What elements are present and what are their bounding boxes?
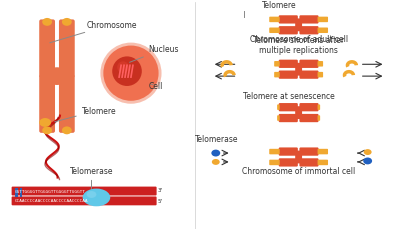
FancyBboxPatch shape — [318, 18, 328, 23]
Text: GGTTGGGGTTGGGGTTGGGGTTGGGTT: GGTTGGGGTTGGGGTTGGGGTTGGGTT — [14, 189, 86, 193]
FancyBboxPatch shape — [39, 75, 55, 133]
FancyBboxPatch shape — [59, 20, 75, 78]
FancyBboxPatch shape — [300, 148, 318, 156]
FancyBboxPatch shape — [274, 73, 280, 78]
FancyBboxPatch shape — [279, 27, 298, 35]
FancyBboxPatch shape — [318, 105, 320, 110]
Circle shape — [103, 46, 158, 101]
FancyBboxPatch shape — [279, 16, 298, 25]
Bar — [20, 188, 22, 198]
Text: Telomere: Telomere — [55, 106, 116, 122]
Ellipse shape — [86, 191, 96, 198]
Text: Telomerase: Telomerase — [195, 135, 238, 144]
FancyBboxPatch shape — [318, 28, 328, 34]
FancyBboxPatch shape — [318, 62, 323, 67]
FancyBboxPatch shape — [274, 62, 280, 67]
Ellipse shape — [211, 150, 220, 157]
FancyBboxPatch shape — [279, 71, 298, 79]
FancyBboxPatch shape — [279, 159, 298, 167]
Ellipse shape — [62, 19, 72, 27]
FancyBboxPatch shape — [300, 114, 318, 123]
Text: Chromosome of immortal cell: Chromosome of immortal cell — [242, 166, 355, 175]
Text: 5': 5' — [158, 199, 162, 204]
FancyBboxPatch shape — [300, 159, 318, 167]
FancyBboxPatch shape — [295, 107, 302, 120]
Ellipse shape — [42, 127, 52, 135]
FancyBboxPatch shape — [39, 20, 55, 78]
Ellipse shape — [39, 119, 51, 127]
FancyBboxPatch shape — [279, 60, 298, 69]
FancyBboxPatch shape — [269, 149, 280, 155]
FancyBboxPatch shape — [279, 114, 298, 123]
FancyBboxPatch shape — [300, 71, 318, 79]
Circle shape — [112, 57, 142, 87]
Text: Telomere at senescence: Telomere at senescence — [243, 91, 335, 100]
FancyBboxPatch shape — [59, 75, 75, 133]
Circle shape — [48, 68, 66, 86]
FancyBboxPatch shape — [269, 18, 280, 23]
Text: Chromosome of adult cell: Chromosome of adult cell — [250, 35, 348, 44]
Ellipse shape — [363, 158, 372, 165]
Ellipse shape — [42, 19, 52, 27]
FancyBboxPatch shape — [300, 104, 318, 112]
FancyBboxPatch shape — [295, 19, 302, 32]
FancyBboxPatch shape — [269, 28, 280, 34]
FancyBboxPatch shape — [318, 116, 320, 121]
FancyBboxPatch shape — [269, 160, 280, 166]
Text: Nucleus: Nucleus — [130, 45, 179, 63]
FancyBboxPatch shape — [279, 148, 298, 156]
FancyBboxPatch shape — [295, 151, 302, 164]
FancyBboxPatch shape — [295, 63, 302, 76]
Circle shape — [117, 62, 129, 74]
Ellipse shape — [62, 127, 72, 135]
FancyBboxPatch shape — [318, 149, 328, 155]
Ellipse shape — [364, 150, 372, 155]
FancyBboxPatch shape — [277, 116, 280, 121]
FancyBboxPatch shape — [12, 196, 157, 205]
Text: Cell: Cell — [149, 82, 163, 90]
Text: CCAACCCCAACCCCAACCCCAACCCCAA: CCAACCCCAACCCCAACCCCAACCCCAA — [14, 199, 88, 202]
FancyBboxPatch shape — [300, 16, 318, 25]
Ellipse shape — [212, 159, 220, 165]
FancyBboxPatch shape — [300, 60, 318, 69]
FancyBboxPatch shape — [300, 27, 318, 35]
Text: 3': 3' — [158, 187, 162, 192]
Text: Telomerase: Telomerase — [70, 166, 113, 190]
FancyBboxPatch shape — [318, 73, 323, 78]
FancyBboxPatch shape — [12, 187, 157, 196]
Text: Telomere: Telomere — [262, 1, 296, 10]
Text: Chromosome: Chromosome — [50, 21, 137, 44]
Text: Telomere shortens after
multiple replications: Telomere shortens after multiple replica… — [253, 36, 344, 55]
Bar — [14, 188, 18, 198]
Ellipse shape — [83, 189, 110, 206]
FancyBboxPatch shape — [318, 160, 328, 166]
FancyBboxPatch shape — [277, 105, 280, 110]
Circle shape — [100, 44, 162, 104]
FancyBboxPatch shape — [279, 104, 298, 112]
